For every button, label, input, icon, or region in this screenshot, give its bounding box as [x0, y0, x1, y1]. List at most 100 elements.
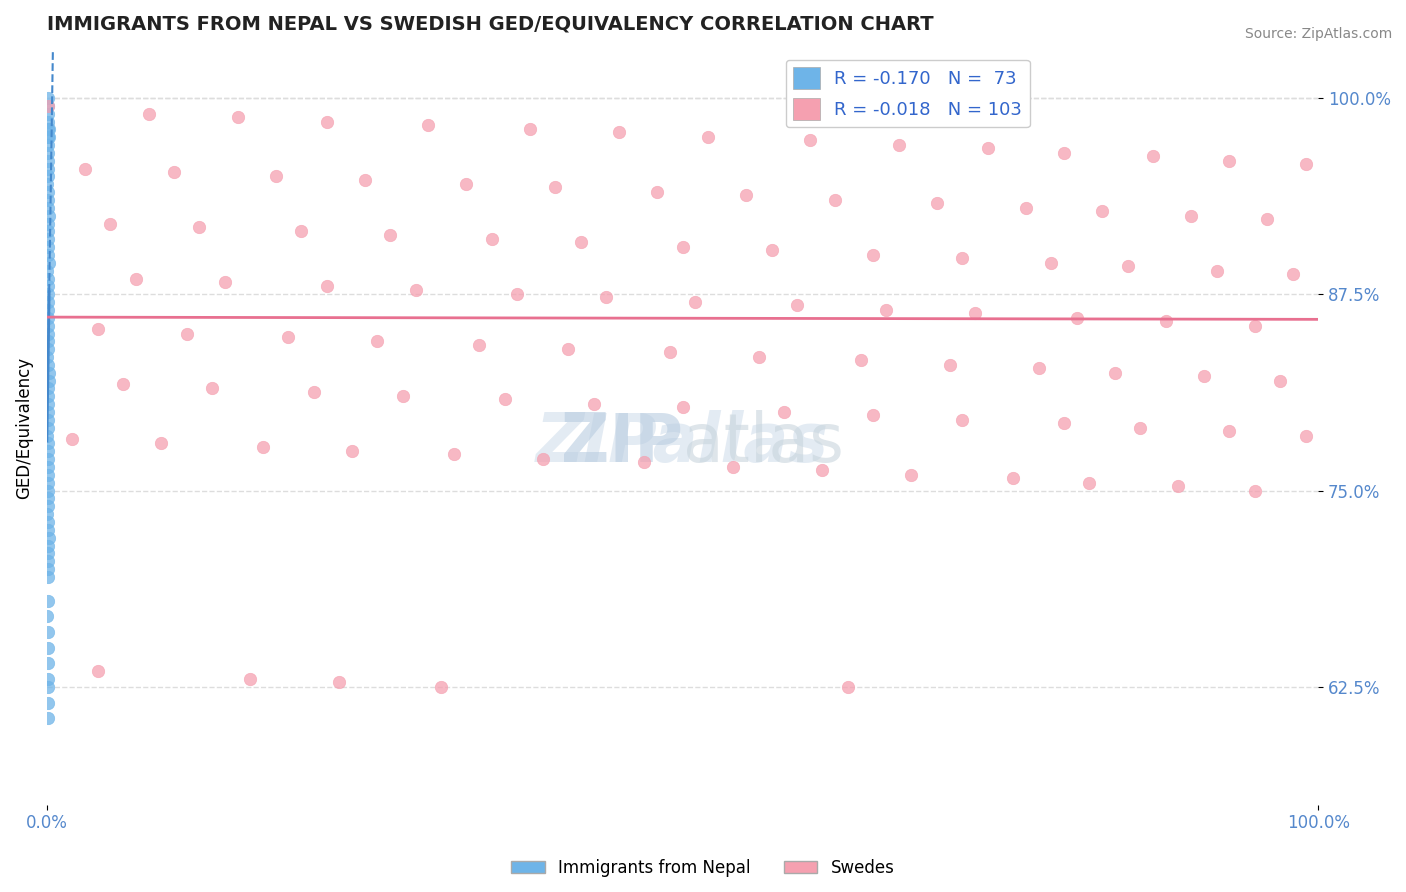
Point	[315, 279, 337, 293]
Point	[37, 248, 59, 262]
Point	[37, 539, 59, 553]
Point	[37, 91, 59, 105]
Point	[163, 165, 186, 179]
Point	[519, 122, 541, 136]
Point	[1218, 153, 1240, 168]
Point	[468, 337, 491, 351]
Point	[37, 161, 59, 176]
Point	[849, 353, 872, 368]
Point	[837, 680, 859, 694]
Point	[748, 350, 770, 364]
Point	[1167, 479, 1189, 493]
Point	[239, 672, 262, 686]
Point	[392, 389, 415, 403]
Point	[405, 283, 427, 297]
Point	[37, 515, 59, 529]
Point	[925, 196, 948, 211]
Point	[366, 334, 388, 349]
Point	[37, 302, 59, 317]
Point	[37, 114, 59, 128]
Point	[37, 640, 59, 655]
Point	[595, 290, 617, 304]
Text: Source: ZipAtlas.com: Source: ZipAtlas.com	[1244, 27, 1392, 41]
Point	[456, 178, 478, 192]
Point	[112, 376, 135, 391]
Point	[37, 326, 59, 341]
Point	[37, 491, 59, 506]
Point	[37, 436, 59, 450]
Text: ZIPallas: ZIPallas	[536, 410, 830, 476]
Point	[506, 287, 529, 301]
Point	[37, 570, 59, 584]
Point	[900, 467, 922, 482]
Point	[786, 298, 808, 312]
Point	[37, 145, 59, 160]
Point	[38, 122, 60, 136]
Point	[100, 217, 122, 231]
Point	[1053, 145, 1076, 160]
Point	[38, 374, 60, 388]
Point	[569, 235, 592, 250]
Point	[37, 696, 59, 710]
Point	[582, 397, 605, 411]
Point	[201, 382, 224, 396]
Point	[38, 531, 60, 545]
Point	[37, 397, 59, 411]
Point	[87, 322, 110, 336]
Point	[37, 271, 59, 285]
Point	[264, 169, 287, 184]
Point	[1256, 211, 1278, 226]
Legend: R = -0.170   N =  73, R = -0.018   N = 103: R = -0.170 N = 73, R = -0.018 N = 103	[786, 60, 1029, 128]
Point	[37, 672, 59, 686]
Point	[963, 306, 986, 320]
Point	[37, 452, 59, 467]
Point	[1243, 318, 1265, 333]
Point	[37, 609, 59, 624]
Point	[1053, 416, 1076, 430]
Point	[862, 408, 884, 422]
Point	[37, 593, 59, 607]
Point	[290, 224, 312, 238]
Point	[633, 455, 655, 469]
Point	[1028, 361, 1050, 376]
Point	[37, 624, 59, 639]
Point	[1066, 310, 1088, 325]
Point	[37, 310, 59, 325]
Point	[37, 467, 59, 482]
Point	[607, 126, 630, 140]
Point	[37, 460, 59, 475]
Point	[37, 169, 59, 184]
Point	[37, 421, 59, 435]
Text: IMMIGRANTS FROM NEPAL VS SWEDISH GED/EQUIVALENCY CORRELATION CHART: IMMIGRANTS FROM NEPAL VS SWEDISH GED/EQU…	[46, 15, 934, 34]
Point	[1154, 314, 1177, 328]
Point	[340, 444, 363, 458]
Point	[37, 224, 59, 238]
Point	[37, 106, 59, 120]
Point	[811, 463, 834, 477]
Point	[1116, 259, 1139, 273]
Point	[277, 329, 299, 343]
Point	[37, 201, 59, 215]
Point	[531, 452, 554, 467]
Point	[37, 287, 59, 301]
Legend: Immigrants from Nepal, Swedes: Immigrants from Nepal, Swedes	[505, 853, 901, 884]
Point	[37, 405, 59, 419]
Point	[1295, 428, 1317, 442]
Point	[176, 326, 198, 341]
Point	[37, 475, 59, 490]
Point	[37, 130, 59, 145]
Point	[302, 384, 325, 399]
Point	[38, 130, 60, 145]
Point	[226, 110, 249, 124]
Y-axis label: GED/Equivalency: GED/Equivalency	[15, 357, 32, 499]
Point	[188, 219, 211, 234]
Point	[671, 240, 693, 254]
Point	[87, 664, 110, 678]
Point	[862, 248, 884, 262]
Point	[37, 240, 59, 254]
Point	[418, 118, 440, 132]
Point	[494, 392, 516, 407]
Point	[481, 232, 503, 246]
Point	[37, 178, 59, 192]
Point	[1040, 256, 1063, 270]
